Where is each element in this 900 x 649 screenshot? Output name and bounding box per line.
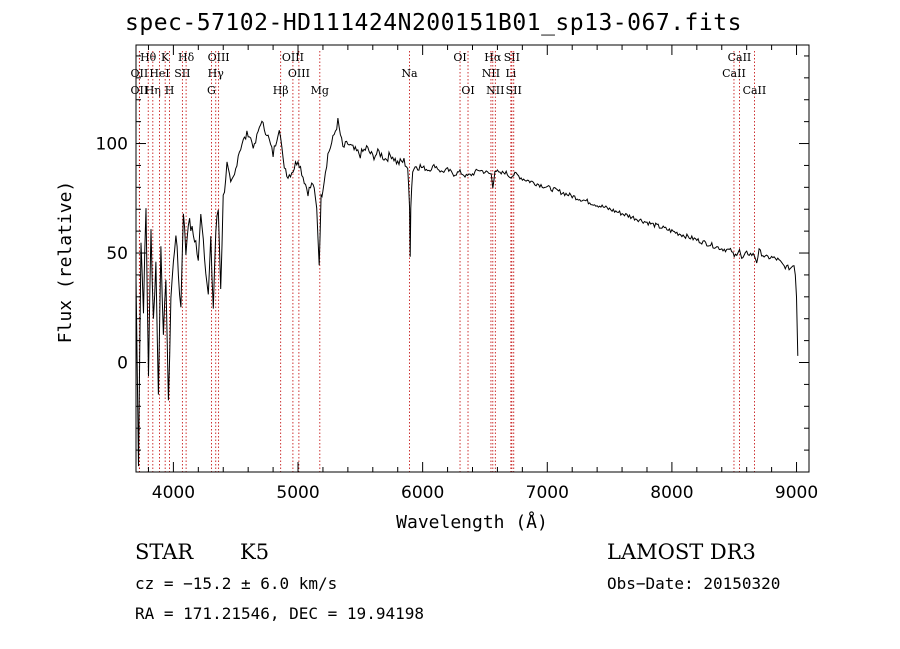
spectral-line-label: Hθ [140, 51, 157, 64]
spectral-line-label: OII [131, 84, 149, 97]
spectral-line-label: OIII [282, 51, 304, 64]
spectral-line-label: CaII [722, 67, 746, 80]
y-tick-label: 0 [117, 354, 128, 374]
spectral-line-label: Li [505, 67, 516, 80]
spectral-line-label: OI [453, 51, 466, 64]
spectral-line-label: HeI [149, 67, 169, 80]
x-tick-label: 4000 [152, 483, 195, 503]
x-tick-label: 5000 [276, 483, 319, 503]
spectral-line-label: Hδ [178, 51, 195, 64]
survey-name: LAMOST DR3 [607, 540, 756, 564]
coordinates: RA = 171.21546, DEC = 19.94198 [135, 604, 424, 623]
spectral-line-label: Hη [145, 84, 161, 97]
spectral-line-label: SII [506, 84, 522, 97]
x-tick-label: 9000 [775, 483, 818, 503]
spectral-line-label: Hβ [273, 84, 289, 97]
spectral-line-label: Hγ [208, 67, 225, 80]
spectral-line-label: K [161, 51, 170, 64]
spectral-line-label: H [165, 84, 175, 97]
redshift-cz: cz = −15.2 ± 6.0 km/s [135, 574, 338, 593]
spectral-line-label: SII [174, 67, 190, 80]
plot-title: spec-57102-HD111424N200151B01_sp13-067.f… [125, 10, 742, 36]
spectral-line-label: SII [504, 51, 520, 64]
spectral-line-label: CaII [728, 51, 752, 64]
x-tick-label: 6000 [401, 483, 444, 503]
spectral-line-label: Mg [311, 84, 329, 97]
x-tick-label: 8000 [650, 483, 693, 503]
y-tick-label: 100 [96, 135, 128, 155]
spectrum-series [135, 118, 799, 467]
y-axis-label: Flux (relative) [55, 181, 76, 344]
spectral-line-label: Hα [484, 51, 502, 64]
observation-date: Obs−Date: 20150320 [607, 574, 781, 593]
spectral-line-label: NII [486, 84, 504, 97]
object-subclass: K5 [240, 540, 270, 564]
spectral-line-label: NII [482, 67, 500, 80]
spectral-line-label: G [207, 84, 216, 97]
spectral-line-label: OIII [288, 67, 310, 80]
spectral-line-label: OI [461, 84, 474, 97]
spectrum-line [135, 118, 799, 467]
x-tick-label: 7000 [526, 483, 569, 503]
plot-frame [135, 44, 810, 473]
plot-axes: 4000 5000 6000 7000 8000 9000 0 50 100 [96, 44, 818, 503]
x-axis-label: Wavelength (Å) [396, 511, 548, 533]
spectral-line-label: Na [401, 67, 418, 80]
spectral-line-label: OIII [208, 51, 230, 64]
spectral-line-label: CaII [743, 84, 767, 97]
object-type: STAR [135, 540, 194, 564]
y-tick-label: 50 [106, 244, 128, 264]
